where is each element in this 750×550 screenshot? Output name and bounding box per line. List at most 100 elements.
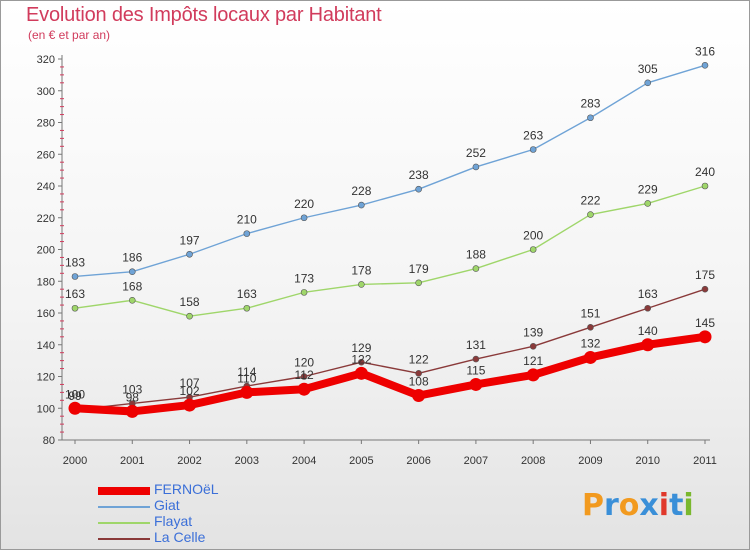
data-label: 132 bbox=[580, 336, 600, 350]
data-point bbox=[71, 304, 79, 312]
x-tick-label: 2009 bbox=[578, 455, 602, 467]
data-point bbox=[529, 246, 537, 253]
legend-label: Flayat bbox=[154, 513, 193, 529]
data-point bbox=[240, 385, 254, 399]
x-tick-label: 2001 bbox=[120, 455, 144, 467]
data-point bbox=[529, 343, 537, 350]
data-point bbox=[358, 281, 365, 288]
data-point bbox=[183, 398, 197, 412]
y-tick-label: 180 bbox=[37, 276, 55, 288]
x-tick-label: 2002 bbox=[177, 455, 201, 467]
legend-item: FERNOëL bbox=[98, 481, 298, 499]
data-point bbox=[587, 211, 594, 218]
data-label: 99 bbox=[68, 389, 82, 403]
data-label: 252 bbox=[466, 146, 486, 160]
x-tick-label: 2007 bbox=[464, 455, 488, 467]
data-label: 108 bbox=[409, 375, 429, 389]
data-point bbox=[701, 62, 709, 69]
logo-letter: i bbox=[683, 488, 694, 523]
data-label: 316 bbox=[695, 44, 715, 58]
data-label: 222 bbox=[580, 194, 600, 208]
data-point bbox=[128, 296, 136, 304]
y-tick-label: 260 bbox=[37, 149, 55, 161]
data-label: 121 bbox=[523, 354, 543, 368]
data-point bbox=[587, 323, 594, 331]
data-label: 197 bbox=[180, 233, 200, 247]
proxiti-logo: Proxiti bbox=[582, 488, 694, 523]
data-label: 140 bbox=[638, 324, 658, 338]
data-label: 173 bbox=[294, 271, 314, 285]
legend-swatch bbox=[98, 487, 150, 495]
y-tick-label: 320 bbox=[37, 54, 55, 66]
y-tick-label: 240 bbox=[37, 181, 55, 193]
x-tick-label: 2003 bbox=[235, 455, 259, 467]
data-point bbox=[297, 382, 311, 396]
legend-item: Flayat bbox=[98, 513, 298, 531]
x-tick-label: 2008 bbox=[521, 455, 545, 467]
data-point bbox=[415, 370, 422, 377]
x-tick-label: 2006 bbox=[406, 455, 430, 467]
data-point bbox=[698, 330, 712, 344]
data-label: 122 bbox=[351, 352, 371, 366]
data-label: 179 bbox=[409, 262, 429, 276]
legend-label: FERNOëL bbox=[154, 481, 219, 497]
data-point bbox=[529, 146, 537, 153]
data-label: 102 bbox=[180, 384, 200, 398]
x-tick-label: 2000 bbox=[63, 455, 87, 467]
data-label: 131 bbox=[466, 338, 486, 352]
x-tick-label: 2011 bbox=[693, 455, 717, 467]
logo-letter: P bbox=[582, 488, 604, 523]
data-label: 183 bbox=[65, 255, 85, 269]
data-point bbox=[412, 389, 426, 403]
legend-item: Giat bbox=[98, 497, 298, 515]
data-point bbox=[68, 401, 82, 415]
data-point bbox=[354, 366, 368, 380]
legend-label: Giat bbox=[154, 497, 180, 513]
data-label: 168 bbox=[122, 279, 142, 293]
data-label: 122 bbox=[409, 352, 429, 366]
chart-subtitle: (en € et par an) bbox=[28, 28, 111, 42]
data-point bbox=[71, 273, 79, 280]
x-tick-label: 2005 bbox=[349, 455, 373, 467]
chart-title: Evolution des Impôts locaux par Habitant bbox=[26, 4, 382, 26]
logo-letter: x bbox=[639, 488, 659, 523]
data-label: 178 bbox=[351, 263, 371, 277]
data-point bbox=[300, 214, 308, 222]
data-point bbox=[358, 201, 365, 209]
data-point bbox=[701, 182, 709, 190]
data-point bbox=[243, 304, 251, 312]
series-line-fernoël bbox=[71, 332, 709, 416]
y-tick-label: 280 bbox=[37, 118, 55, 130]
data-label: 145 bbox=[695, 316, 715, 330]
data-label: 151 bbox=[580, 306, 600, 320]
data-point bbox=[472, 163, 480, 171]
logo-letter: r bbox=[604, 488, 619, 523]
legend-swatch bbox=[98, 538, 150, 540]
data-point bbox=[469, 377, 483, 391]
logo-letter: i bbox=[658, 488, 670, 523]
data-point bbox=[415, 185, 422, 193]
data-point bbox=[186, 250, 193, 258]
data-label: 186 bbox=[122, 251, 142, 265]
data-label: 115 bbox=[466, 363, 485, 377]
data-point bbox=[587, 114, 594, 122]
data-point bbox=[415, 279, 422, 287]
data-point bbox=[472, 355, 480, 363]
legend-swatch bbox=[98, 522, 150, 524]
y-tick-label: 120 bbox=[37, 372, 55, 384]
legend-swatch bbox=[98, 506, 150, 508]
data-point bbox=[644, 304, 652, 312]
logo-letter: t bbox=[669, 488, 684, 523]
data-point bbox=[644, 79, 652, 87]
series-line-flayat bbox=[74, 185, 706, 317]
data-point bbox=[300, 373, 308, 380]
data-label: 175 bbox=[695, 268, 715, 282]
data-point bbox=[358, 358, 365, 366]
data-label: 98 bbox=[126, 390, 140, 404]
data-point bbox=[583, 350, 597, 364]
data-point bbox=[186, 312, 193, 320]
legend-label: La Celle bbox=[154, 529, 206, 545]
series-line-giat bbox=[74, 64, 706, 278]
data-label: 120 bbox=[294, 356, 314, 370]
